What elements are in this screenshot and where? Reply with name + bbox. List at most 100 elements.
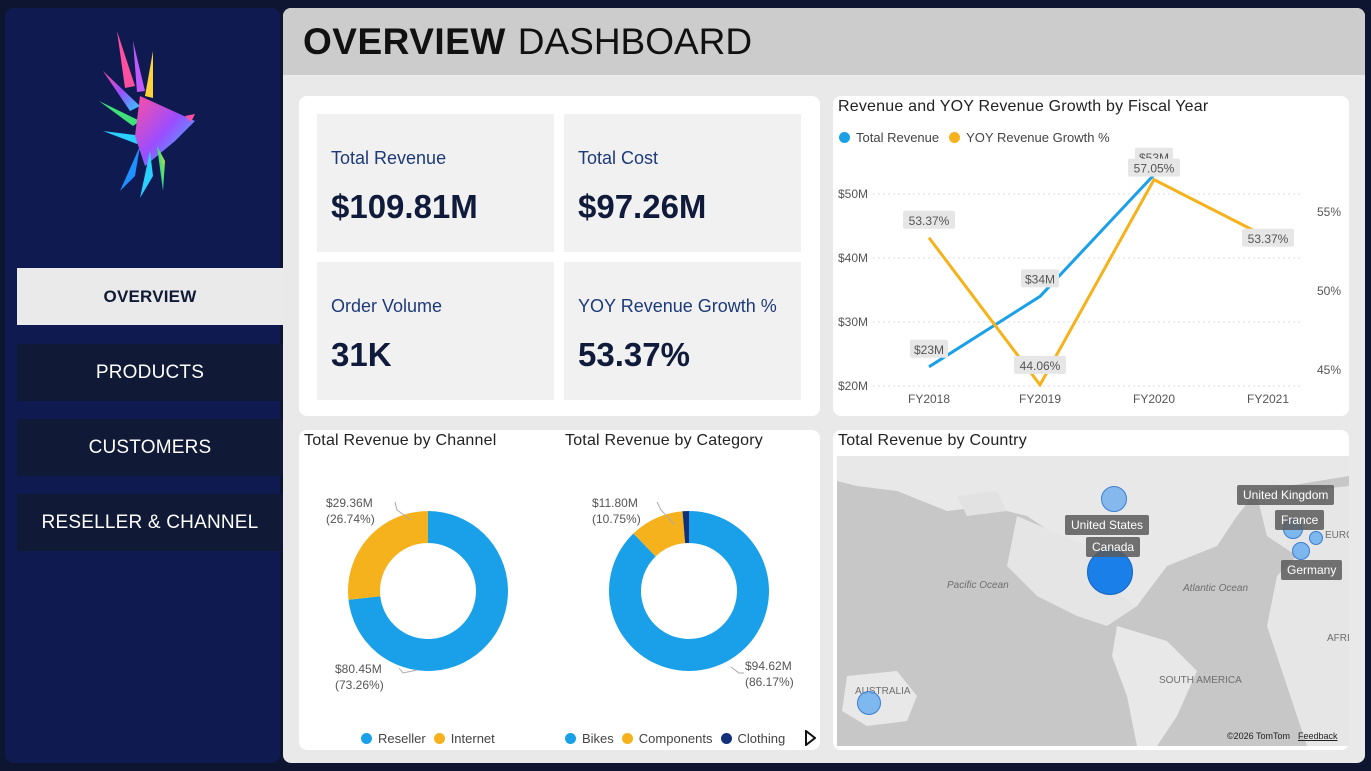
channel-legend: Reseller Internet [361, 731, 495, 746]
bubble-australia[interactable] [857, 691, 881, 715]
category-chart-title: Total Revenue by Category [565, 432, 763, 449]
category-legend: Bikes Components Clothing [565, 731, 785, 746]
legend-dot-reseller [361, 733, 372, 744]
growth-data-label-bg [1014, 355, 1066, 374]
legend-dot-components [621, 733, 633, 744]
main-area: OVERVIEW DASHBOARD Total Revenue $109.81… [283, 8, 1365, 763]
region-africa: AFRI [1327, 633, 1349, 644]
kpi-value: 53.37% [578, 336, 690, 373]
kpi-card-total-cost[interactable]: Total Cost $97.26M [564, 114, 801, 252]
kpi-value: $97.26M [578, 188, 707, 225]
nav-customers[interactable]: CUSTOMERS [17, 419, 283, 476]
kpi-value: $109.81M [331, 188, 478, 225]
legend-label-internet[interactable]: Internet [450, 731, 495, 746]
bird-logo-icon [99, 31, 195, 198]
title-rest: DASHBOARD [517, 20, 753, 62]
revenue-line [928, 173, 1156, 369]
line-chart-legend: Total Revenue YOY Revenue Growth % [839, 130, 1110, 145]
region-australia: AUSTRALIA [855, 686, 911, 697]
x-tick: FY2019 [1019, 392, 1061, 406]
y-right-tick: 55% [1317, 205, 1341, 219]
slice-reseller [348, 511, 508, 671]
map-label-germany: Germany [1281, 560, 1343, 580]
kpi-value: 31K [331, 336, 392, 373]
region-pacific-ocean: Pacific Ocean [947, 580, 1009, 591]
revenue-data-label: $23M [914, 343, 944, 357]
slice-bikes [609, 511, 769, 671]
growth-line [927, 177, 1269, 388]
bubble-germany[interactable] [1309, 531, 1323, 545]
x-tick: FY2018 [908, 392, 950, 406]
line-chart[interactable]: $20M $30M $40M $50M 45% 50% 55% FY2018 FY2019 FY2… [833, 96, 1349, 416]
line-chart-panel: Revenue and YOY Revenue Growth by Fiscal… [833, 96, 1349, 416]
legend-label-growth[interactable]: YOY Revenue Growth % [966, 130, 1110, 145]
line-chart-title: Revenue and YOY Revenue Growth by Fiscal… [838, 98, 1209, 115]
growth-data-label-bg [903, 210, 955, 229]
growth-data-label: 53.37% [1248, 232, 1289, 246]
legend-dot-bikes [565, 733, 576, 744]
kpi-label: Total Revenue [331, 148, 447, 168]
y-left-tick: $30M [838, 315, 868, 329]
legend-dot-growth [949, 132, 961, 143]
donut-panel: Total Revenue by Channel Total Revenue b… [299, 430, 820, 750]
growth-data-label-bg [1128, 158, 1180, 177]
legend-label-bikes[interactable]: Bikes [582, 731, 614, 746]
category-label-components-value: $11.80M [592, 496, 638, 510]
map-label-canada: Canada [1086, 537, 1141, 557]
legend-label-reseller[interactable]: Reseller [378, 731, 426, 746]
slice-clothing [682, 511, 689, 544]
region-south-america: SOUTH AMERICA [1159, 675, 1242, 686]
slice-internet [348, 511, 428, 600]
nav-overview[interactable]: OVERVIEW [17, 268, 283, 325]
sidebar: OVERVIEW PRODUCTS CUSTOMERS RESELLER & C… [5, 8, 283, 763]
map-label-united-states: United States [1065, 515, 1150, 535]
x-tick: FY2021 [1247, 392, 1289, 406]
legend-dot-revenue [839, 132, 850, 143]
kpi-panel: Total Revenue $109.81M Total Cost $97.26… [299, 96, 820, 416]
page-title: OVERVIEW DASHBOARD [283, 8, 1365, 75]
donut-charts[interactable]: $29.36M (26.74%) $80.45M (73.26%) $11.80… [299, 430, 820, 750]
region-atlantic-ocean: Atlantic Ocean [1183, 583, 1249, 594]
country-map[interactable]: Pacific Ocean Atlantic Ocean SOUTH AMERI… [837, 456, 1349, 746]
y-left-tick: $50M [838, 187, 868, 201]
x-tick: FY2020 [1133, 392, 1175, 406]
map-feedback-link[interactable]: Feedback [1298, 731, 1338, 741]
legend-label-components[interactable]: Components [638, 731, 713, 746]
y-right-tick: 45% [1317, 363, 1341, 377]
y-left-tick: $40M [838, 251, 868, 265]
kpi-label: Order Volume [331, 296, 443, 316]
legend-next-arrow-icon[interactable] [804, 730, 816, 746]
channel-label-internet-pct: (26.74%) [326, 512, 375, 526]
y-right-tick: 50% [1317, 284, 1341, 298]
map-attribution: ©2026 TomTom [1227, 731, 1290, 741]
nav-reseller-channel[interactable]: RESELLER & CHANNEL [17, 494, 283, 551]
bubble-france[interactable] [1292, 542, 1310, 560]
legend-label-revenue[interactable]: Total Revenue [856, 130, 940, 145]
channel-chart-title: Total Revenue by Channel [304, 432, 497, 449]
category-label-bikes-value: $94.62M [745, 659, 792, 673]
region-europe: EURO [1325, 530, 1349, 541]
map-label-united-kingdom: United Kingdom [1237, 485, 1335, 505]
channel-label-reseller-value: $80.45M [335, 662, 382, 676]
growth-data-label: 44.06% [1020, 359, 1061, 373]
y-left-tick: $20M [838, 379, 868, 393]
kpi-card-total-revenue[interactable]: Total Revenue $109.81M [317, 114, 554, 252]
kpi-card-yoy-growth[interactable]: YOY Revenue Growth % 53.37% [564, 262, 801, 400]
revenue-data-label: $34M [1025, 272, 1055, 286]
legend-dot-clothing [720, 733, 732, 744]
legend-label-clothing[interactable]: Clothing [737, 731, 786, 746]
map-panel: Total Revenue by Country Pacific Ocean A… [833, 430, 1349, 750]
category-label-components-pct: (10.75%) [592, 512, 641, 526]
kpi-card-order-volume[interactable]: Order Volume 31K [317, 262, 554, 400]
map-label-france: France [1275, 510, 1325, 530]
bubble-canada[interactable] [1101, 486, 1127, 512]
kpi-label: YOY Revenue Growth % [578, 296, 777, 316]
nav-products[interactable]: PRODUCTS [17, 344, 283, 401]
revenue-data-label-bg [1021, 269, 1059, 288]
map-title: Total Revenue by Country [838, 432, 1027, 449]
title-bold: OVERVIEW [303, 20, 506, 62]
growth-data-label-bg [1242, 228, 1294, 247]
kpi-label: Total Cost [578, 148, 659, 168]
channel-label-internet-value: $29.36M [326, 496, 373, 510]
legend-dot-internet [433, 733, 445, 744]
